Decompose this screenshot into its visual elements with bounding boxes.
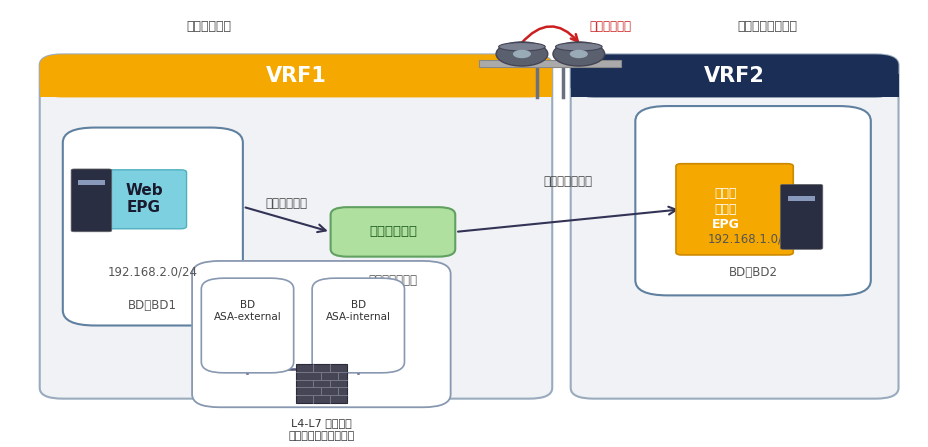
- FancyBboxPatch shape: [570, 55, 897, 399]
- Text: サービスグラフ: サービスグラフ: [368, 274, 417, 287]
- Text: クライ
アント
EPG: クライ アント EPG: [712, 187, 740, 231]
- FancyBboxPatch shape: [635, 106, 870, 295]
- Text: コンシューマー: コンシューマー: [543, 175, 592, 188]
- Text: プロバイダー: プロバイダー: [265, 198, 307, 211]
- FancyBboxPatch shape: [40, 55, 551, 399]
- FancyBboxPatch shape: [71, 169, 111, 232]
- Circle shape: [512, 50, 531, 58]
- Ellipse shape: [498, 42, 545, 51]
- Bar: [570, 74, 897, 97]
- FancyBboxPatch shape: [676, 164, 793, 255]
- Text: VRF2: VRF2: [703, 66, 765, 86]
- Bar: [787, 196, 815, 201]
- Text: コントラクト: コントラクト: [368, 225, 417, 238]
- Text: BD
ASA-internal: BD ASA-internal: [326, 300, 391, 322]
- FancyBboxPatch shape: [780, 184, 822, 249]
- Bar: [296, 364, 346, 403]
- Ellipse shape: [555, 42, 601, 51]
- Text: BD
ASA-external: BD ASA-external: [213, 300, 281, 322]
- Text: L4-L7 デバイス
デバイス選択ポリシー: L4-L7 デバイス デバイス選択ポリシー: [288, 418, 354, 441]
- FancyBboxPatch shape: [101, 170, 187, 229]
- FancyBboxPatch shape: [330, 207, 455, 257]
- Bar: [479, 60, 621, 67]
- Text: BD：BD1: BD：BD1: [128, 299, 177, 312]
- Bar: [78, 181, 105, 186]
- Text: ルートリーク: ルートリーク: [588, 20, 630, 33]
- Circle shape: [496, 42, 548, 66]
- Text: 192.168.2.0/24: 192.168.2.0/24: [108, 266, 198, 278]
- FancyBboxPatch shape: [570, 55, 897, 97]
- Text: 192.168.1.0/24: 192.168.1.0/24: [707, 232, 797, 245]
- Text: Web
EPG: Web EPG: [125, 183, 162, 215]
- Text: ユーザーテナント: ユーザーテナント: [737, 20, 796, 33]
- FancyBboxPatch shape: [201, 278, 293, 373]
- Text: 共通テナント: 共通テナント: [187, 20, 231, 33]
- Circle shape: [569, 50, 587, 58]
- Circle shape: [552, 42, 604, 66]
- Text: VRF1: VRF1: [265, 66, 326, 86]
- FancyBboxPatch shape: [40, 55, 551, 97]
- FancyBboxPatch shape: [312, 278, 404, 373]
- Bar: [40, 74, 551, 97]
- FancyBboxPatch shape: [63, 127, 242, 325]
- Text: BD：BD2: BD：BD2: [728, 266, 777, 279]
- FancyBboxPatch shape: [192, 261, 450, 407]
